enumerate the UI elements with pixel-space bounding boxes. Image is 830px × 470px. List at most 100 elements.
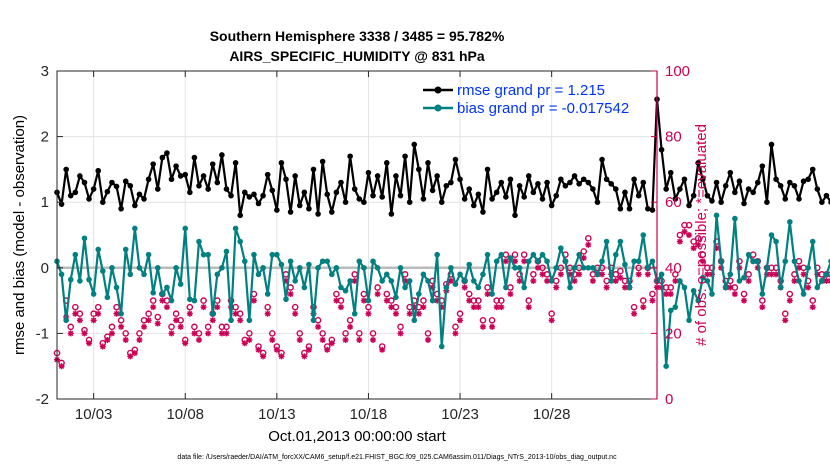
- obs-evaluated-point: [644, 271, 651, 278]
- bias-point: [209, 310, 216, 317]
- bias-point: [219, 265, 225, 271]
- bias-point: [67, 276, 74, 283]
- obs-evaluated-point: [466, 297, 473, 304]
- obs-evaluated-point: [392, 310, 399, 317]
- obs-evaluated-point: [250, 297, 257, 304]
- rmse-point: [205, 186, 211, 192]
- rmse-point: [324, 191, 331, 198]
- obs-possible-point: [424, 330, 432, 337]
- rmse-point: [397, 192, 404, 199]
- bias-point: [576, 251, 582, 258]
- obs-evaluated-point: [388, 304, 395, 311]
- obs-evaluated-point: [319, 336, 326, 343]
- rmse-point: [443, 183, 450, 189]
- bias-point: [269, 251, 276, 258]
- bias-point: [704, 278, 711, 284]
- obs-possible-point: [484, 284, 491, 291]
- rmse-point: [306, 205, 312, 212]
- obs-possible-point: [264, 303, 271, 311]
- rmse-point: [319, 158, 326, 165]
- obs-evaluated-point: [205, 330, 212, 337]
- obs-evaluated-point: [544, 277, 551, 284]
- rmse-point: [796, 196, 802, 202]
- obs-evaluated-point: [122, 336, 129, 343]
- obs-evaluated-point: [177, 323, 184, 330]
- bias-point: [745, 251, 752, 258]
- obs-evaluated-point: [397, 330, 404, 337]
- obs-evaluated-point: [200, 304, 207, 311]
- bias-point: [640, 232, 647, 238]
- bias-point: [356, 258, 363, 265]
- obs-evaluated-point: [786, 297, 793, 304]
- rmse-point: [209, 161, 216, 167]
- obs-possible-point: [745, 271, 752, 278]
- rmse-point: [182, 171, 189, 178]
- obs-evaluated-point: [154, 320, 161, 327]
- rmse-point: [274, 207, 280, 213]
- legend: rmse grand pr = 1.215 bias grand pr = -0…: [423, 82, 629, 117]
- bias-point: [562, 258, 569, 265]
- obs-possible-point: [475, 297, 482, 304]
- obs-possible-point: [456, 310, 464, 318]
- obs-evaluated-point: [324, 346, 331, 353]
- y-right-tick-label: 40: [665, 260, 682, 277]
- bias-point: [768, 232, 775, 238]
- obs-evaluated-point: [640, 304, 647, 311]
- obs-evaluated-point: [99, 343, 106, 350]
- obs-possible-point: [630, 303, 638, 311]
- bias-point: [150, 289, 156, 296]
- obs-possible-point: [525, 297, 533, 304]
- obs-possible-point: [122, 330, 130, 337]
- rmse-point: [764, 199, 770, 205]
- bias-point: [507, 255, 514, 261]
- obs-possible-point: [383, 290, 391, 298]
- rmse-point: [81, 179, 88, 186]
- obs-possible-point: [355, 330, 363, 337]
- rmse-point: [438, 199, 445, 205]
- obs-evaluated-point: [768, 271, 775, 278]
- bias-point: [420, 271, 427, 278]
- obs-possible-point: [488, 316, 496, 324]
- obs-evaluated-point: [218, 330, 225, 337]
- rmse-point: [819, 199, 825, 205]
- obs-evaluated-point: [95, 310, 102, 317]
- bias-point: [571, 265, 578, 271]
- rmse-point: [228, 192, 234, 199]
- rmse-point: [594, 199, 601, 205]
- rmse-point: [544, 179, 550, 186]
- rmse-point: [539, 196, 546, 202]
- obs-possible-point: [694, 234, 702, 242]
- bias-point: [805, 265, 811, 271]
- bias-point: [95, 246, 102, 253]
- obs-possible-point: [781, 310, 789, 318]
- obs-possible-point: [635, 264, 642, 272]
- rmse-point: [782, 196, 789, 202]
- obs-evaluated-point: [649, 297, 656, 304]
- bias-point: [81, 235, 88, 242]
- obs-evaluated-point: [498, 304, 505, 311]
- bias-point: [283, 296, 289, 303]
- obs-evaluated-point: [727, 284, 734, 291]
- obs-evaluated-point: [159, 297, 166, 304]
- y-left-tick-label: -1: [36, 325, 49, 342]
- bias-point: [90, 291, 97, 297]
- obs-evaluated-point: [191, 330, 198, 337]
- bias-point: [777, 284, 784, 291]
- obs-evaluated-point: [136, 336, 143, 343]
- obs-evaluated-point: [805, 284, 812, 291]
- bias-point: [709, 291, 715, 297]
- bias-point: [214, 271, 221, 278]
- obs-evaluated-point: [342, 336, 349, 343]
- bias-point: [548, 278, 555, 284]
- obs-evaluated-point: [672, 277, 679, 284]
- bias-point: [383, 271, 390, 278]
- bias-point: [168, 297, 175, 304]
- obs-evaluated-point: [232, 310, 239, 317]
- obs-evaluated-point: [603, 284, 610, 291]
- rmse-point: [809, 166, 816, 173]
- bias-point: [132, 225, 138, 232]
- rmse-point: [173, 163, 179, 169]
- obs-evaluated-point: [612, 277, 619, 284]
- obs-evaluated-point: [292, 310, 299, 317]
- rmse-point: [599, 156, 605, 163]
